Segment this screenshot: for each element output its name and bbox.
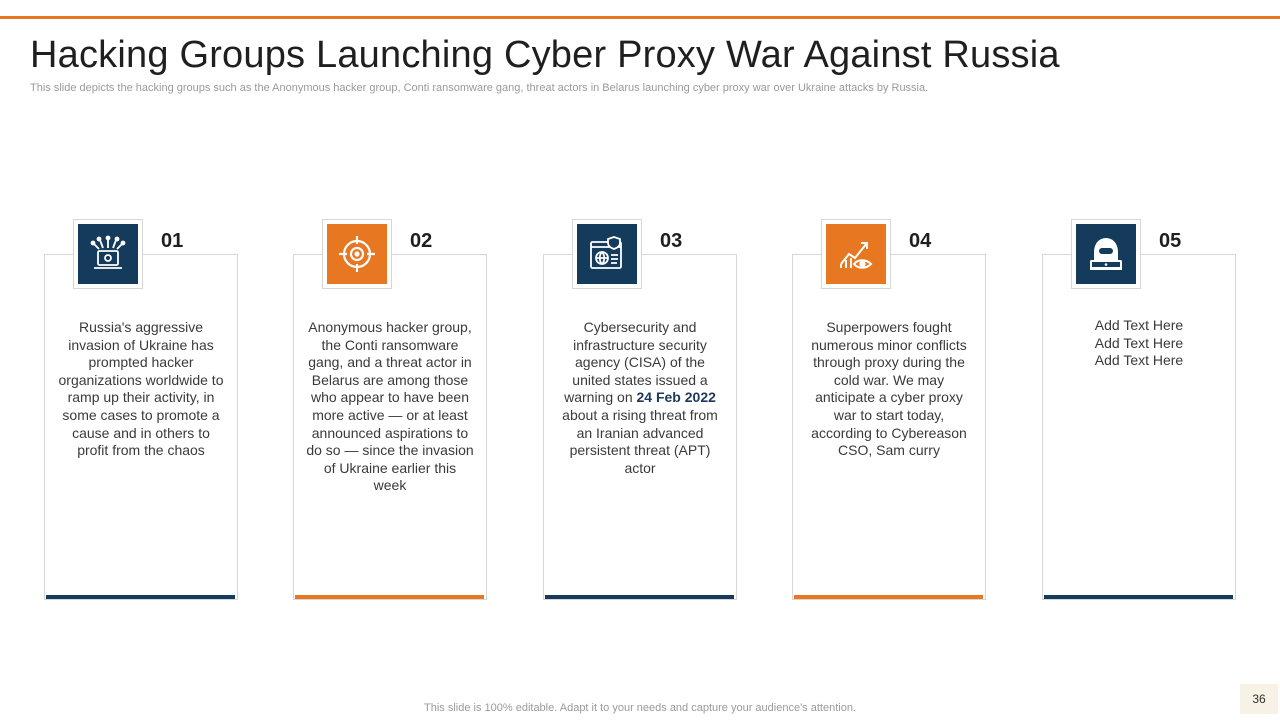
hooded-hacker-icon [1076, 224, 1136, 284]
card-5-number: 05 [1159, 230, 1182, 252]
card-2-bottom-bar [295, 595, 484, 599]
card-4-icon-box [821, 219, 891, 289]
slide-subtitle: This slide depicts the hacking groups su… [30, 82, 929, 94]
card-2-icon-box [322, 219, 392, 289]
target-crosshair-icon [327, 224, 387, 284]
card-5-text: Add Text Here Add Text Here Add Text Her… [1055, 317, 1223, 370]
card-5-line-2: Add Text Here [1094, 334, 1184, 351]
card-5-line-1: Add Text Here [1094, 317, 1184, 333]
card-4: Superpowers fought numerous minor confli… [792, 254, 986, 600]
card-3-number: 03 [660, 230, 683, 252]
top-accent-rule [0, 16, 1280, 19]
card-5-line-3: Add Text Here [1094, 352, 1184, 369]
card-5-bottom-bar [1044, 595, 1233, 599]
card-4-bottom-bar [794, 595, 983, 599]
slide-title: Hacking Groups Launching Cyber Proxy War… [30, 34, 1060, 76]
growth-chart-eye-icon [826, 224, 886, 284]
card-5: Add Text Here Add Text Here Add Text Her… [1042, 254, 1236, 600]
card-1-bottom-bar [46, 595, 235, 599]
page-number: 36 [1240, 684, 1278, 714]
card-2-number: 02 [410, 230, 433, 252]
card-1-number: 01 [161, 230, 184, 252]
card-3-icon-box [572, 219, 642, 289]
card-3: Cybersecurity and infrastructure securit… [543, 254, 737, 600]
card-3-date: 24 Feb 2022 [636, 389, 716, 406]
card-3-bottom-bar [545, 595, 734, 599]
card-5-icon-box [1071, 219, 1141, 289]
card-2: Anonymous hacker group, the Conti ransom… [293, 254, 487, 600]
card-4-number: 04 [909, 230, 932, 252]
card-1: Russia's aggressive invasion of Ukraine … [44, 254, 238, 600]
laptop-antenna-icon [78, 224, 138, 284]
card-4-text: Superpowers fought numerous minor confli… [811, 319, 967, 459]
card-3-text: Cybersecurity and infrastructure securit… [562, 319, 718, 476]
card-2-text: Anonymous hacker group, the Conti ransom… [306, 319, 474, 494]
card-1-icon-box [73, 219, 143, 289]
slide-footer: This slide is 100% editable. Adapt it to… [424, 702, 856, 714]
web-shield-icon [577, 224, 637, 284]
card-1-text: Russia's aggressive invasion of Ukraine … [58, 319, 224, 459]
